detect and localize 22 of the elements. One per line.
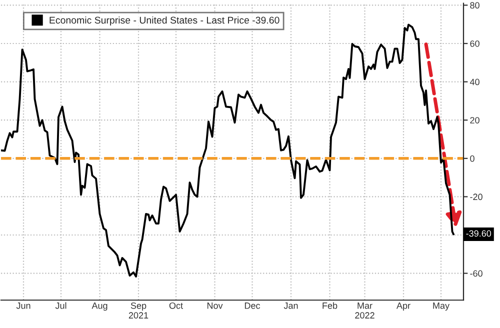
y-tick-label: 0 [470,155,474,162]
x-tick-label: Feb [322,302,338,309]
x-tick-label: May [433,302,450,311]
y-tick-label: 80 [470,2,480,9]
x-tick-label: Apr [396,302,410,311]
x-tick-label: Jul [55,302,66,309]
annotation: -39.60 [466,230,492,237]
x-tick-label: Dec [244,302,260,309]
x-tick-label: Sep 2021 [128,302,148,319]
x-tick-label: Mar 2022 [355,302,374,319]
y-tick-label: -60 [470,270,482,277]
y-tick-label: -20 [470,194,482,200]
line-series [1,24,454,278]
x-tick-label: Aug [92,302,108,311]
x-tick-label: Oct [169,302,183,309]
x-tick-label: Nov [207,302,223,309]
x-tick-label: Jan [284,302,298,309]
x-tick-label: Jun [16,302,30,309]
y-tick-label: 60 [470,40,480,47]
y-tick-label: 40 [470,78,480,86]
legend-label: Economic Surprise - United States - Last Price -39.60 [50,16,280,26]
y-tick-label: 20 [470,117,480,124]
